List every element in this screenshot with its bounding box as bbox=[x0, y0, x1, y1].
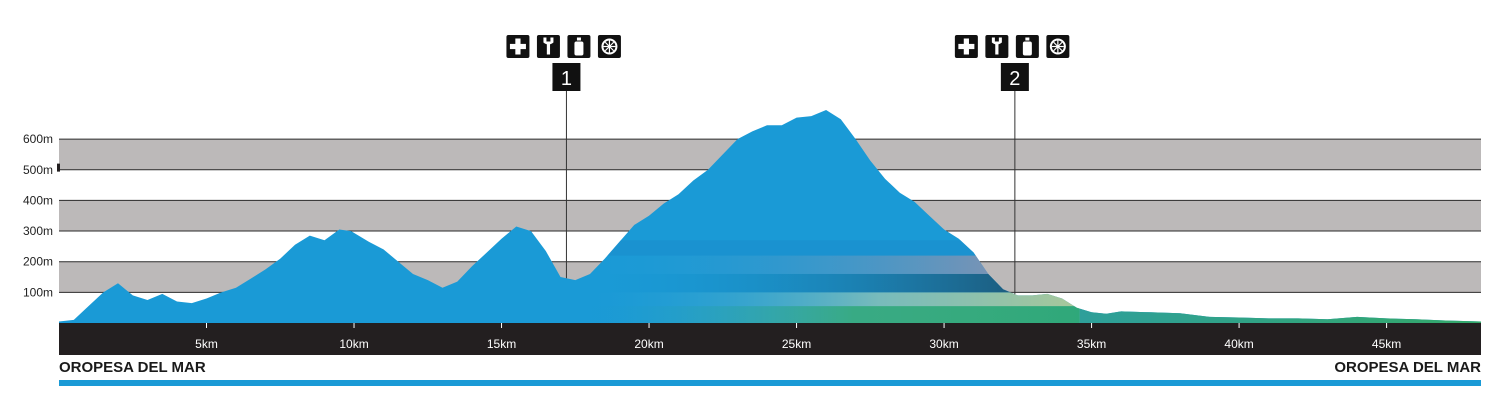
orange-slice-icon bbox=[597, 35, 621, 58]
y-tick-label: 300m bbox=[23, 224, 53, 238]
water-bottle-icon bbox=[1015, 35, 1039, 58]
x-tick-label: 5km bbox=[195, 337, 218, 351]
y-tick-label: 600m bbox=[23, 132, 53, 146]
station-number-box bbox=[552, 63, 581, 91]
aid-station-2: 2 bbox=[954, 35, 1070, 91]
x-tick-label: 15km bbox=[487, 337, 516, 351]
aid-station-lines bbox=[565, 90, 1016, 295]
x-axis-labels: 5km 10km 15km 20km 25km 30km 35km 40km 45km bbox=[195, 323, 1401, 351]
x-tick-label: 10km bbox=[339, 337, 368, 351]
y-tick-label: 400m bbox=[23, 193, 53, 207]
shade-band bbox=[575, 273, 1080, 293]
x-tick-label: 25km bbox=[782, 337, 811, 351]
y-tick-label: 100m bbox=[23, 285, 53, 299]
x-axis-bar bbox=[59, 323, 1481, 355]
shade-band bbox=[575, 240, 1080, 256]
x-tick-label: 20km bbox=[634, 337, 663, 351]
y-tick-label: 500m bbox=[23, 163, 53, 177]
water-bottle-icon bbox=[567, 35, 591, 58]
route-line bbox=[59, 380, 1481, 386]
station-number-box bbox=[1000, 63, 1029, 91]
shade-band bbox=[575, 306, 1080, 323]
station-number: 2 bbox=[1009, 68, 1020, 90]
wrench-icon bbox=[536, 35, 560, 58]
x-tick-label: 45km bbox=[1372, 337, 1401, 351]
aid-station-1: 1 bbox=[506, 35, 621, 91]
start-location-label: OROPESA DEL MAR bbox=[59, 359, 206, 376]
x-tick-label: 30km bbox=[929, 337, 958, 351]
station-number: 1 bbox=[561, 68, 572, 90]
profile-shading bbox=[575, 240, 1481, 323]
y-axis-labels: 100m 200m 300m 400m 500m 600m bbox=[23, 132, 53, 299]
x-tick-label: 35km bbox=[1077, 337, 1106, 351]
axis-tick-mark bbox=[57, 163, 60, 172]
end-location-label: OROPESA DEL MAR bbox=[1334, 359, 1481, 376]
elevation-profile-area bbox=[59, 110, 1481, 323]
first-aid-icon bbox=[954, 35, 978, 58]
y-tick-label: 200m bbox=[23, 255, 53, 269]
first-aid-icon bbox=[506, 35, 530, 58]
orange-slice-icon bbox=[1046, 35, 1070, 58]
wrench-icon bbox=[985, 35, 1009, 58]
shade-band bbox=[575, 255, 1080, 274]
x-tick-label: 40km bbox=[1224, 337, 1253, 351]
